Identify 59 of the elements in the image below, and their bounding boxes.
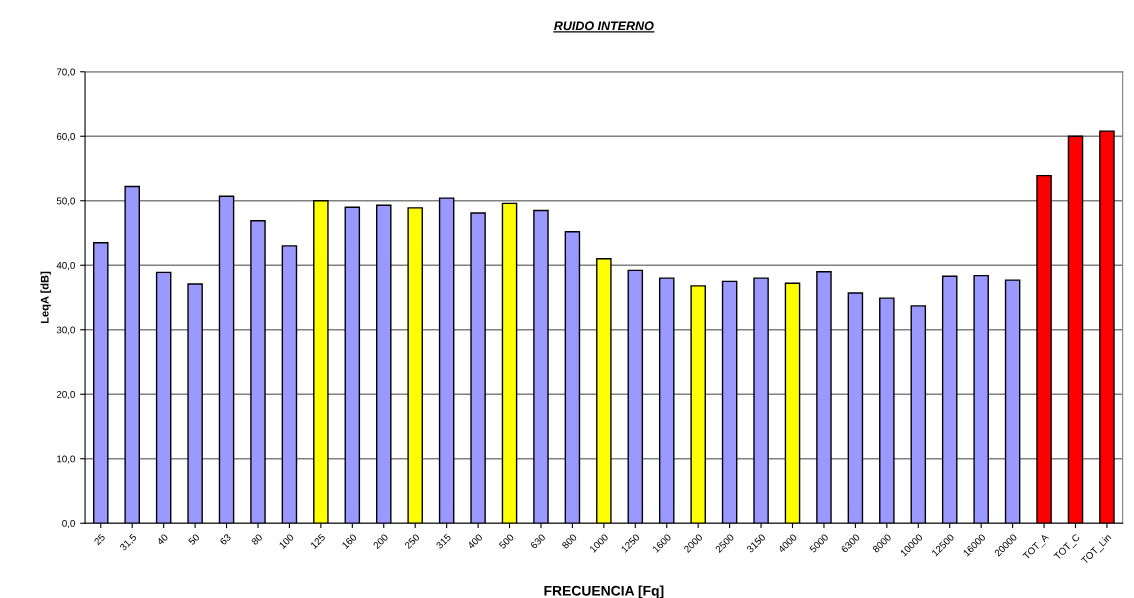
x-tick-label: 40 bbox=[156, 533, 169, 546]
bar bbox=[973, 274, 989, 524]
bar bbox=[721, 280, 738, 524]
x-tick-label: 100 bbox=[278, 533, 295, 549]
y-tick-label: 60,0 bbox=[56, 132, 75, 142]
x-tick-label: 630 bbox=[530, 533, 546, 550]
bar bbox=[564, 231, 581, 524]
bar bbox=[155, 271, 172, 524]
bar bbox=[1036, 174, 1052, 524]
bar bbox=[124, 185, 140, 524]
bar bbox=[847, 292, 864, 524]
chart-title: RUIDO INTERNO bbox=[554, 21, 654, 31]
bar bbox=[627, 269, 644, 524]
y-tick-label: 0,0 bbox=[62, 519, 75, 529]
bar bbox=[407, 207, 423, 524]
x-tick-label: 400 bbox=[466, 533, 483, 550]
bar bbox=[753, 277, 769, 524]
bar bbox=[658, 277, 675, 524]
bar bbox=[1099, 130, 1115, 524]
y-tick-label: 20,0 bbox=[56, 390, 75, 400]
bar bbox=[533, 209, 549, 524]
x-tick-label: 800 bbox=[561, 533, 578, 550]
x-tick-label: 25 bbox=[93, 533, 106, 546]
bar bbox=[281, 245, 298, 524]
x-axis-title: FRECUENCIA [Fq] bbox=[544, 585, 664, 598]
bar bbox=[816, 271, 832, 524]
bar bbox=[187, 283, 203, 524]
y-tick-label: 50,0 bbox=[56, 197, 75, 206]
bar bbox=[784, 282, 801, 524]
bar bbox=[93, 241, 109, 524]
x-tick-label: 200 bbox=[372, 533, 389, 550]
bar bbox=[941, 275, 958, 524]
bar bbox=[375, 204, 392, 524]
bar bbox=[313, 200, 329, 524]
bar bbox=[344, 206, 361, 524]
x-tick-label: 63 bbox=[219, 533, 232, 546]
x-tick-label: 160 bbox=[341, 533, 358, 549]
bar bbox=[501, 202, 518, 524]
x-tick-label: 50 bbox=[187, 533, 200, 546]
y-tick-label: 10,0 bbox=[57, 455, 75, 464]
bar bbox=[596, 258, 612, 524]
bar bbox=[438, 197, 455, 524]
x-tick-label: 250 bbox=[404, 533, 420, 550]
x-tick-label: 315 bbox=[435, 533, 452, 550]
x-tick-label: 500 bbox=[498, 533, 515, 550]
bar bbox=[879, 297, 895, 524]
bar bbox=[470, 212, 486, 524]
bar bbox=[910, 305, 927, 524]
bar bbox=[1004, 279, 1021, 524]
bar bbox=[218, 195, 235, 524]
bar bbox=[1067, 135, 1084, 524]
y-axis-title: LeqA [dB] bbox=[40, 271, 51, 324]
y-tick-label: 40,0 bbox=[56, 261, 75, 271]
bar bbox=[690, 285, 706, 524]
x-tick-label: 125 bbox=[310, 533, 326, 549]
y-tick-label: 30,0 bbox=[56, 326, 75, 335]
y-tick-label: 70,0 bbox=[56, 68, 75, 77]
bar bbox=[250, 220, 266, 524]
x-tick-label: 80 bbox=[250, 533, 263, 546]
